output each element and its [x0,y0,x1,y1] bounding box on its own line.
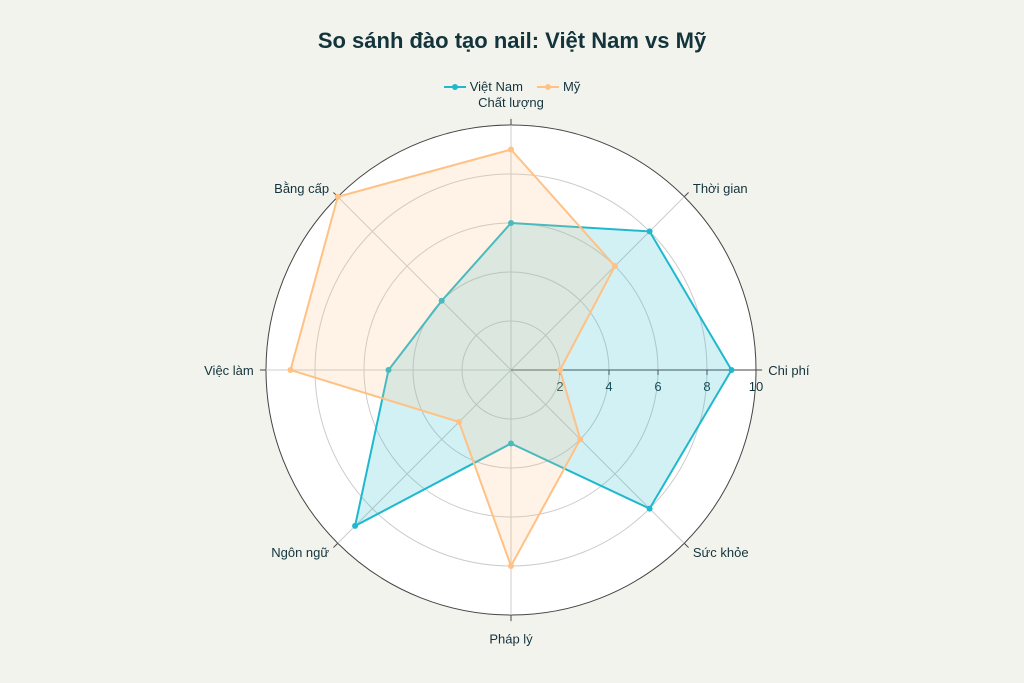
category-label: Bằng cấp [274,181,329,196]
radial-tick-label: 2 [556,379,563,394]
category-label: Pháp lý [489,631,533,646]
data-point [508,220,514,226]
data-point [287,367,294,373]
legend-item-vietnam[interactable]: Việt Nam [443,79,523,94]
category-label: Sức khỏe [693,545,749,560]
legend-swatch-usa [536,83,559,90]
grid-spoke [337,369,512,544]
data-point [352,522,359,529]
grid-spoke [510,369,685,544]
angular-tick [683,192,689,198]
grid-spoke [510,196,685,371]
data-point [508,146,514,153]
radial-tick-label: 4 [605,379,612,394]
data-point [438,297,445,304]
data-point [456,418,463,425]
chart-title: So sánh đào tạo nail: Việt Nam vs Mỹ [317,28,707,53]
data-point [557,367,563,373]
data-point [728,367,735,373]
angular-tick [683,542,689,548]
radial-tick-label: 8 [703,379,710,394]
radial-tick-label: 10 [749,379,763,394]
data-point [646,228,653,235]
data-point [334,193,341,200]
radial-tick-label: 6 [654,379,661,394]
data-point [508,440,514,447]
category-label: Thời gian [693,181,748,196]
category-label: Chất lượng [478,95,544,110]
legend-label: Việt Nam [469,79,523,94]
category-label: Việc làm [204,363,254,378]
legend: Việt Nam Mỹ [0,79,1024,94]
data-point [577,436,584,443]
legend-item-usa[interactable]: Mỹ [536,79,581,94]
data-point [508,563,514,569]
category-label: Ngôn ngữ [271,545,329,560]
grid-spoke [337,196,512,371]
data-point [385,367,392,373]
category-label: Chi phí [768,363,810,378]
angular-tick [333,542,339,548]
data-point [646,505,653,512]
data-point [611,263,618,270]
legend-label: Mỹ [562,79,581,94]
legend-swatch-vietnam [443,83,466,90]
